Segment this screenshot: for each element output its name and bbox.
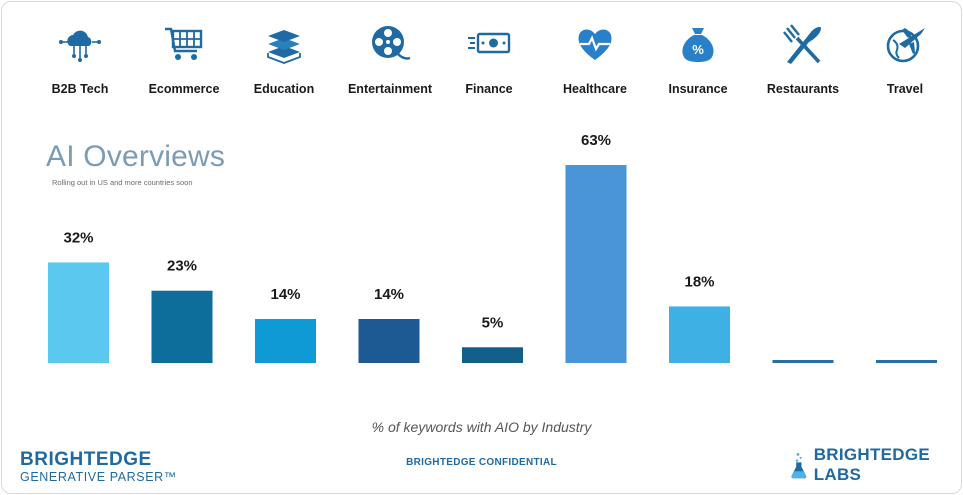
category-label: Healthcare xyxy=(563,82,627,96)
category-travel: Travel xyxy=(850,22,960,96)
books-icon xyxy=(267,30,301,64)
heart-pulse-icon xyxy=(578,29,612,60)
flask-icon xyxy=(791,452,807,479)
category-restaurants: Restaurants xyxy=(748,22,858,96)
category-b2b-tech: B2B Tech xyxy=(25,22,135,96)
bar-value-label: 14% xyxy=(374,286,404,303)
bar-ecommerce xyxy=(151,290,213,363)
category-education: Education xyxy=(229,22,339,96)
category-entertainment: Entertainment xyxy=(335,22,445,96)
category-label: Insurance xyxy=(668,82,728,96)
category-label: B2B Tech xyxy=(51,82,109,96)
bar-healthcare xyxy=(565,165,627,363)
ai-overviews-title: AI Overviews xyxy=(46,140,226,173)
bar-value-label: 14% xyxy=(270,286,300,303)
bar-restaurants xyxy=(772,360,834,363)
chart-caption: % of keywords with AIO by Industry xyxy=(371,419,592,435)
bar-value-label: 18% xyxy=(684,273,714,290)
bar-value-label: 23% xyxy=(167,258,197,275)
airplane-globe-icon xyxy=(886,28,925,63)
bar-insurance xyxy=(669,306,730,363)
film-reel-icon xyxy=(372,26,411,60)
labs-label: BRIGHTEDGE LABS xyxy=(813,445,931,484)
category-insurance: % Insurance xyxy=(643,22,753,96)
category-label: Finance xyxy=(465,82,513,96)
category-label: Entertainment xyxy=(347,82,433,96)
confidential-notice: BRIGHTEDGE CONFIDENTIAL xyxy=(406,457,557,468)
brand-line2: GENERATIVE PARSER™ xyxy=(20,470,177,484)
fork-knife-icon xyxy=(783,24,821,64)
category-icon-row: B2B Tech Ecommerce Education Entertainme… xyxy=(0,0,963,100)
bar-b2b-tech xyxy=(48,262,109,363)
category-healthcare: Healthcare xyxy=(540,22,650,96)
category-ecommerce: Ecommerce xyxy=(129,22,239,96)
money-bag-percent-icon: % xyxy=(682,28,714,62)
bar-travel xyxy=(876,360,937,363)
bar-value-label: 32% xyxy=(63,229,93,246)
brand-line1: BRIGHTEDGE xyxy=(20,449,152,470)
brightedge-generative-parser-logo: BRIGHTEDGE GENERATIVE PARSER™ xyxy=(20,449,177,484)
bar-entertainment xyxy=(358,319,420,363)
category-label: Restaurants xyxy=(766,82,840,96)
category-finance: Finance xyxy=(434,22,544,96)
category-label: Ecommerce xyxy=(148,82,220,96)
category-label: Travel xyxy=(886,82,924,96)
bar-education xyxy=(255,319,316,363)
bar-value-label: 5% xyxy=(482,314,504,331)
money-bill-icon xyxy=(468,32,511,54)
ai-overviews-subtitle: Rolling out in US and more countries soo… xyxy=(52,178,193,187)
bar-value-label: 63% xyxy=(581,132,611,149)
cloud-network-icon xyxy=(59,30,101,62)
shopping-cart-icon xyxy=(165,27,203,60)
brightedge-labs-logo: BRIGHTEDGE LABS xyxy=(790,445,963,484)
bar-finance xyxy=(462,347,523,363)
category-label: Education xyxy=(253,82,315,96)
svg-text:%: % xyxy=(692,42,704,57)
